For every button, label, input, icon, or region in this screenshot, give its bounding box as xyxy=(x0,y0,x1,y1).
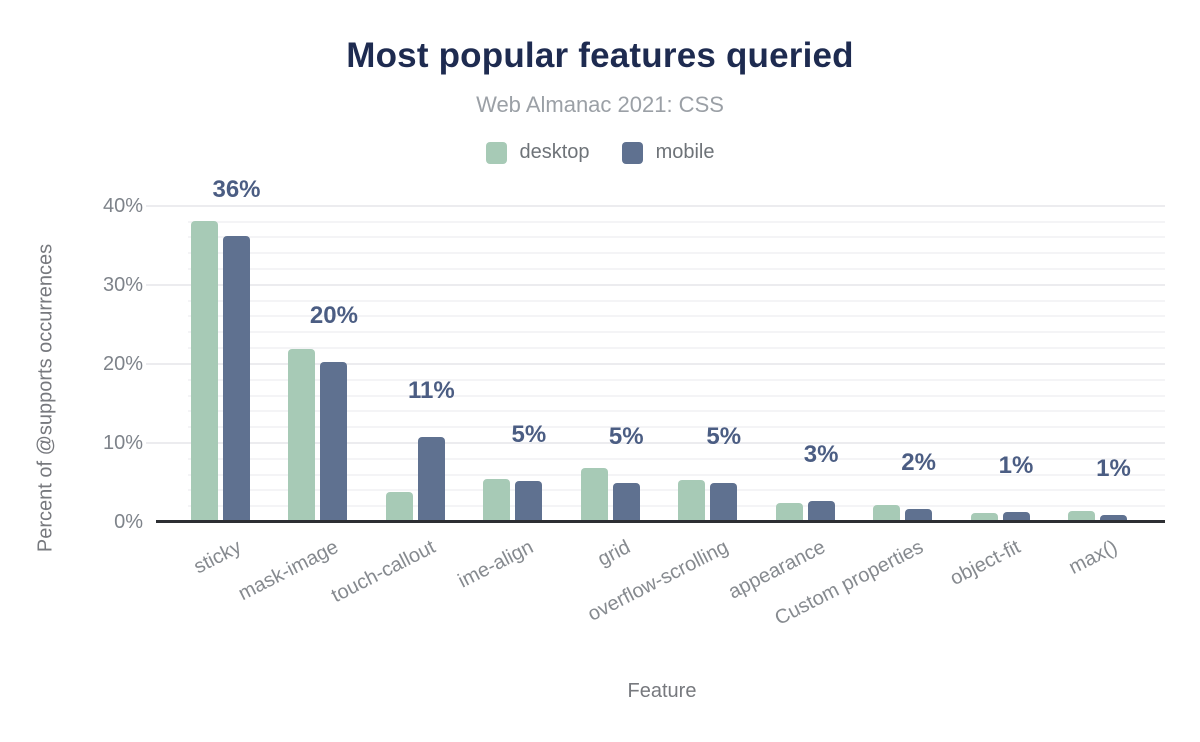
minor-gridline xyxy=(188,220,1165,223)
value-label-appearance: 3% xyxy=(803,441,839,469)
minor-gridline xyxy=(188,505,1165,508)
bar-desktop-overflow-scrolling[interactable] xyxy=(678,480,706,522)
minor-gridline xyxy=(188,252,1165,255)
legend-label-mobile: mobile xyxy=(655,141,715,163)
value-label-mask-image: 20% xyxy=(309,302,358,330)
value-label-grid: 5% xyxy=(608,423,644,451)
bar-desktop-appearance[interactable] xyxy=(775,503,803,522)
legend-label-desktop: desktop xyxy=(519,141,590,163)
value-label-custom-properties: 2% xyxy=(901,448,936,476)
bar-mobile-ime-align[interactable] xyxy=(515,480,543,522)
legend: desktop mobile xyxy=(0,141,1200,164)
y-tick-label-30: 30% xyxy=(102,273,143,296)
y-tick-label-0: 0% xyxy=(114,511,143,533)
bar-desktop-ime-align[interactable] xyxy=(483,478,511,522)
bar-desktop-touch-callout[interactable] xyxy=(385,491,413,522)
y-tick-label-20: 20% xyxy=(102,352,143,375)
y-axis-title: Percent of @supports occurrences xyxy=(34,243,57,553)
major-gridline xyxy=(146,362,1165,365)
bar-desktop-max[interactable] xyxy=(1067,510,1095,522)
bar-mobile-touch-callout[interactable] xyxy=(417,436,445,522)
y-tick-label-10: 10% xyxy=(102,431,143,454)
bar-mobile-custom-properties[interactable] xyxy=(905,508,933,522)
x-axis-title: Feature xyxy=(627,680,697,702)
minor-gridline xyxy=(188,347,1165,350)
legend-item-mobile[interactable]: mobile xyxy=(621,141,715,164)
bar-desktop-custom-properties[interactable] xyxy=(873,504,901,522)
value-label-sticky: 36% xyxy=(212,175,261,203)
bar-mobile-mask-image[interactable] xyxy=(320,362,348,522)
major-gridline xyxy=(146,283,1165,286)
bar-desktop-object-fit[interactable] xyxy=(970,512,998,522)
value-label-overflow-scrolling: 5% xyxy=(706,423,742,451)
minor-gridline xyxy=(188,410,1165,413)
bar-mobile-appearance[interactable] xyxy=(807,501,835,522)
y-tick-label-40: 40% xyxy=(102,194,143,217)
minor-gridline xyxy=(188,457,1165,460)
minor-gridline xyxy=(188,378,1165,381)
bar-mobile-grid[interactable] xyxy=(612,483,640,522)
value-label-max: 1% xyxy=(1096,454,1131,482)
desktop-swatch-icon xyxy=(485,141,507,164)
bar-desktop-mask-image[interactable] xyxy=(288,348,316,522)
major-gridline xyxy=(146,204,1165,207)
value-label-ime-align: 5% xyxy=(511,420,547,448)
bar-mobile-object-fit[interactable] xyxy=(1002,511,1030,522)
bar-mobile-max[interactable] xyxy=(1099,514,1127,522)
bar-mobile-sticky[interactable] xyxy=(223,235,250,522)
minor-gridline xyxy=(188,473,1165,476)
minor-gridline xyxy=(188,331,1165,334)
major-gridline xyxy=(146,441,1165,444)
minor-gridline xyxy=(188,268,1165,271)
minor-gridline xyxy=(188,299,1165,302)
minor-gridline xyxy=(188,315,1165,318)
chart-subtitle: Web Almanac 2021: CSS xyxy=(476,92,724,117)
legend-item-desktop[interactable]: desktop xyxy=(485,141,590,164)
bar-desktop-sticky[interactable] xyxy=(191,220,218,522)
mobile-swatch-icon xyxy=(621,141,643,164)
minor-gridline xyxy=(188,426,1165,429)
chart-title: Most popular features queried xyxy=(346,36,854,75)
minor-gridline xyxy=(188,394,1165,397)
minor-gridline xyxy=(188,236,1165,239)
value-label-touch-callout: 11% xyxy=(408,376,455,404)
minor-gridline xyxy=(188,489,1165,492)
value-label-object-fit: 1% xyxy=(998,451,1034,479)
bar-desktop-grid[interactable] xyxy=(580,468,608,522)
bar-mobile-overflow-scrolling[interactable] xyxy=(710,483,738,522)
x-axis-line xyxy=(156,520,1165,523)
